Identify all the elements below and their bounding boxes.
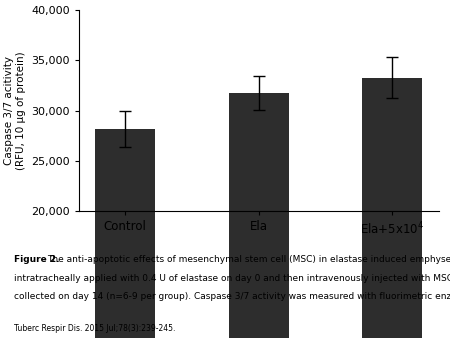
Bar	[95, 129, 155, 338]
Text: Tuberc Respir Dis. 2015 Jul;78(3):239-245.: Tuberc Respir Dis. 2015 Jul;78(3):239-24…	[14, 324, 175, 334]
Y-axis label: Caspase 3/7 acitivity
(RFU, 10 μg of protein): Caspase 3/7 acitivity (RFU, 10 μg of pro…	[4, 51, 26, 170]
Text: collected on day 14 (n=6-9 per group). Caspase 3/7 activity was measured with fl: collected on day 14 (n=6-9 per group). C…	[14, 292, 450, 301]
Text: intratracheally applied with 0.4 U of elastase on day 0 and then intravenously i: intratracheally applied with 0.4 U of el…	[14, 274, 450, 283]
Text: Figure 2.: Figure 2.	[14, 255, 59, 264]
Bar	[362, 77, 423, 338]
Bar	[229, 93, 289, 338]
Text: The anti-apoptotic effects of mesenchymal stem cell (MSC) in elastase induced em: The anti-apoptotic effects of mesenchyma…	[47, 255, 450, 264]
